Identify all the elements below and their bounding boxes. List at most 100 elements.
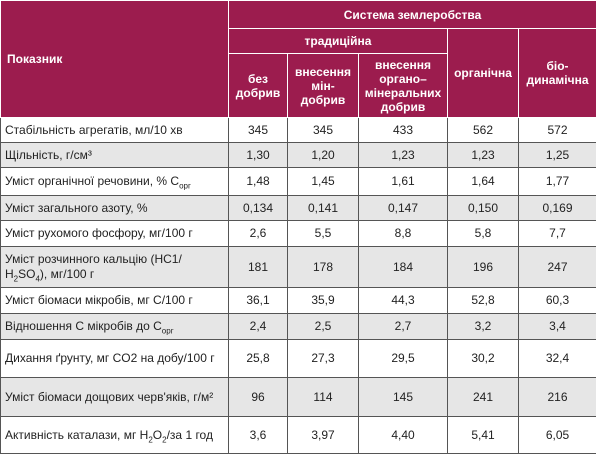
value-cell: 1,23 <box>448 143 519 168</box>
value-cell: 247 <box>519 247 596 288</box>
value-cell: 181 <box>229 247 288 288</box>
value-cell: 2,6 <box>229 221 288 247</box>
label-text: SO <box>18 267 35 281</box>
row-label: Уміст біомаси мікробів, мг С/100 г <box>1 288 229 314</box>
value-cell: 562 <box>448 118 519 143</box>
value-cell: 5,5 <box>288 221 359 247</box>
value-cell: 25,8 <box>229 340 288 378</box>
value-cell: 96 <box>229 378 288 417</box>
value-cell: 241 <box>448 378 519 417</box>
value-cell: 196 <box>448 247 519 288</box>
value-cell: 2,7 <box>359 314 448 340</box>
value-cell: 3,6 <box>229 417 288 454</box>
value-cell: 433 <box>359 118 448 143</box>
subscript: орг <box>162 326 174 335</box>
value-cell: 1,77 <box>519 168 596 196</box>
value-cell: 0,150 <box>448 196 519 221</box>
value-cell: 0,134 <box>229 196 288 221</box>
value-cell: 1,30 <box>229 143 288 168</box>
header-cell: органічна <box>448 29 519 118</box>
label-text: Дихання ґрунту, мг CO2 на добу/100 г <box>5 351 215 365</box>
value-cell: 2,5 <box>288 314 359 340</box>
value-cell: 35,9 <box>288 288 359 314</box>
value-cell: 0,141 <box>288 196 359 221</box>
value-cell: 1,45 <box>288 168 359 196</box>
value-cell: 7,7 <box>519 221 596 247</box>
value-cell: 1,20 <box>288 143 359 168</box>
value-cell: 114 <box>288 378 359 417</box>
value-cell: 2,4 <box>229 314 288 340</box>
header-cell: внесення органо–мінеральних добрив <box>359 54 448 118</box>
row-label: Уміст органічної речовини, % Сорг <box>1 168 229 196</box>
table-row: Уміст розчинного кальцію (НС1/Н2SO4), мг… <box>1 247 596 288</box>
label-text: /за 1 год <box>167 428 213 442</box>
value-cell: 4,40 <box>359 417 448 454</box>
row-label: Дихання ґрунту, мг CO2 на добу/100 г <box>1 340 229 378</box>
value-cell: 1,25 <box>519 143 596 168</box>
row-label: Щільність, г/см³ <box>1 143 229 168</box>
row-label: Уміст рухомого фосфору, мг/100 г <box>1 221 229 247</box>
header-cell: традиційна <box>229 29 448 54</box>
value-cell: 52,8 <box>448 288 519 314</box>
value-cell: 345 <box>229 118 288 143</box>
value-cell: 1,48 <box>229 168 288 196</box>
label-text: Уміст рухомого фосфору, мг/100 г <box>5 226 193 240</box>
row-label: Активність каталази, мг Н2О2/за 1 год <box>1 417 229 454</box>
value-cell: 8,8 <box>359 221 448 247</box>
label-text: Щільність, г/см³ <box>5 148 92 162</box>
value-cell: 0,147 <box>359 196 448 221</box>
value-cell: 178 <box>288 247 359 288</box>
value-cell: 5,41 <box>448 417 519 454</box>
value-cell: 32,4 <box>519 340 596 378</box>
value-cell: 3,97 <box>288 417 359 454</box>
value-cell: 29,5 <box>359 340 448 378</box>
label-text: Уміст біомаси мікробів, мг С/100 г <box>5 293 193 307</box>
value-cell: 0,169 <box>519 196 596 221</box>
value-cell: 145 <box>359 378 448 417</box>
row-label: Відношення С мікробів до Сорг <box>1 314 229 340</box>
value-cell: 6,05 <box>519 417 596 454</box>
value-cell: 345 <box>288 118 359 143</box>
label-text: Уміст біомаси дощових черв'яків, г/м² <box>5 390 213 404</box>
label-text: ), мг/100 г <box>40 267 94 281</box>
label-text: Активність каталази, мг Н <box>5 428 148 442</box>
row-label: Уміст розчинного кальцію (НС1/Н2SO4), мг… <box>1 247 229 288</box>
header-cell: внесення мін-добрив <box>288 54 359 118</box>
value-cell: 44,3 <box>359 288 448 314</box>
label-text: Уміст загального азоту, % <box>5 201 148 215</box>
value-cell: 1,64 <box>448 168 519 196</box>
value-cell: 5,8 <box>448 221 519 247</box>
value-cell: 30,2 <box>448 340 519 378</box>
label-text: Уміст органічної речовини, % С <box>5 174 179 188</box>
header-cell: Показник <box>1 1 229 118</box>
value-cell: 1,23 <box>359 143 448 168</box>
header-cell: без добрив <box>229 54 288 118</box>
value-cell: 60,3 <box>519 288 596 314</box>
subscript: орг <box>179 181 191 190</box>
value-cell: 27,3 <box>288 340 359 378</box>
table-row: Дихання ґрунту, мг CO2 на добу/100 г 25,8… <box>1 340 596 378</box>
value-cell: 36,1 <box>229 288 288 314</box>
value-cell: 184 <box>359 247 448 288</box>
value-cell: 1,61 <box>359 168 448 196</box>
value-cell: 572 <box>519 118 596 143</box>
row-label: Уміст біомаси дощових черв'яків, г/м² <box>1 378 229 417</box>
label-text: О <box>153 428 162 442</box>
label-text: Відношення С мікробів до С <box>5 319 162 333</box>
header-cell: біо-динамічна <box>519 29 596 118</box>
header-cell: Система землеробства <box>229 1 596 29</box>
value-cell: 3,2 <box>448 314 519 340</box>
value-cell: 3,4 <box>519 314 596 340</box>
label-text: Стабільність агрегатів, мл/10 хв <box>5 123 183 137</box>
